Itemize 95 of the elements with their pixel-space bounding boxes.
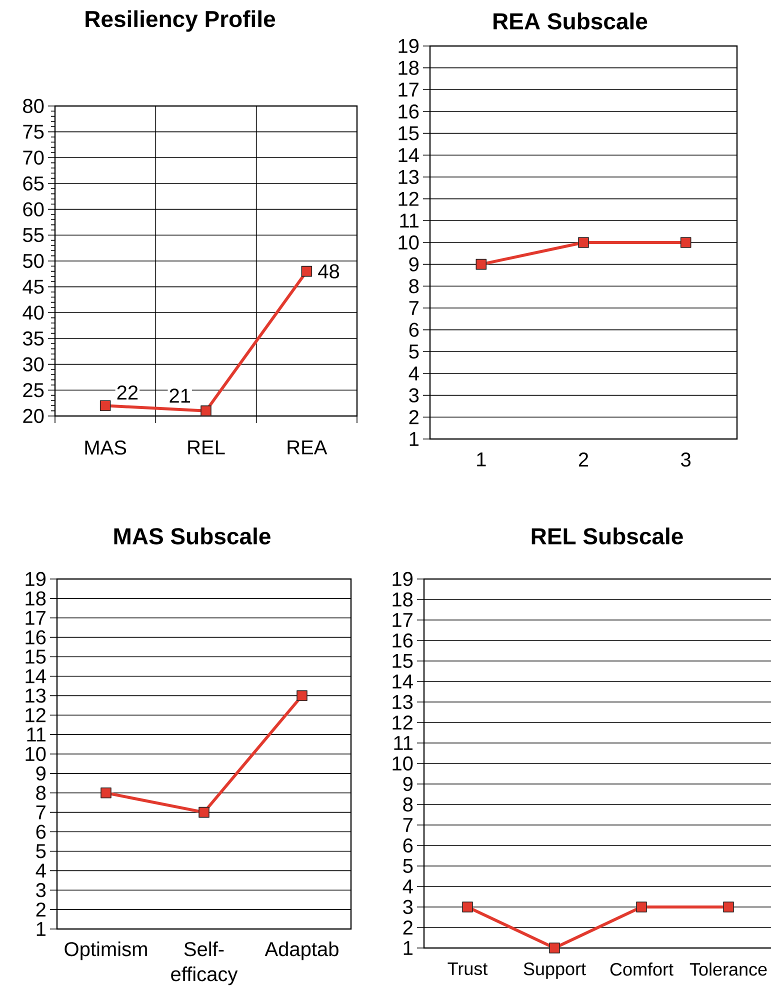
y-tick-label: 17 (398, 82, 418, 97)
y-tick-label: 3 (36, 883, 46, 898)
x-tick-label: 1 (477, 452, 486, 466)
x-tick-label: Self-efficacy (171, 942, 238, 986)
x-tick-label: 3 (681, 452, 691, 467)
y-tick-label: 10 (398, 235, 419, 250)
y-tick-label: 9 (403, 776, 413, 792)
y-tick-label: 4 (36, 864, 46, 878)
y-tick-label: 11 (400, 214, 418, 228)
x-tick-label: REL (188, 440, 225, 454)
y-tick-label: 3 (409, 388, 419, 402)
y-tick-label: 65 (23, 176, 44, 191)
x-tick-label: REA (288, 440, 328, 454)
y-tick-label: 13 (392, 694, 413, 710)
y-tick-label: 8 (409, 279, 419, 294)
y-tick-label: 35 (22, 331, 44, 346)
y-tick-label: 40 (22, 306, 44, 320)
y-tick-label: 1 (410, 432, 418, 446)
y-tick-label: 15 (26, 650, 46, 664)
y-tick-label: 5 (409, 344, 419, 359)
y-tick-label: 14 (398, 148, 419, 162)
y-tick-label: 4 (408, 366, 419, 380)
chart-title: MAS Subscale (114, 528, 270, 544)
chart-title: REA Subscale (494, 12, 648, 30)
y-tick-label: 30 (22, 357, 44, 372)
y-tick-label: 6 (36, 824, 46, 839)
y-tick-label: 4 (402, 880, 413, 894)
y-tick-label: 2 (36, 902, 46, 917)
x-tick-label: Support (524, 962, 586, 979)
y-tick-label: 7 (409, 301, 418, 315)
y-tick-label: 8 (403, 797, 413, 812)
x-tick-label: 2 (578, 452, 588, 466)
y-tick-label: 10 (392, 756, 413, 771)
point (200, 405, 212, 416)
chart-title: REL Subscale (532, 528, 683, 544)
point (296, 690, 308, 702)
y-tick-label: 80 (23, 98, 44, 114)
y-tick-label: 20 (23, 408, 44, 424)
y-tick-label: 2 (409, 410, 418, 424)
y-tick-label: 13 (398, 170, 419, 184)
y-tick-label: 16 (26, 630, 46, 644)
y-tick-label: 3 (403, 900, 413, 914)
y-tick-label: 6 (409, 322, 419, 337)
y-tick-label: 70 (23, 150, 44, 165)
chart-title: Resiliency Profile (86, 10, 276, 32)
y-tick-label: 7 (403, 818, 412, 832)
y-tick-label: 5 (403, 859, 413, 873)
y-tick-label: 11 (27, 728, 46, 742)
y-tick-label: 50 (23, 254, 44, 268)
y-tick-label: 19 (398, 38, 419, 54)
data-label: 21 (170, 388, 190, 403)
y-tick-label: 8 (36, 786, 46, 800)
x-tick-label: Optimism (64, 942, 147, 960)
y-tick-label: 6 (403, 838, 413, 853)
y-tick-label: 12 (392, 716, 412, 730)
x-tick-label: Tolerance (690, 962, 767, 976)
y-tick-label: 13 (26, 688, 46, 703)
y-tick-label: 12 (26, 708, 46, 722)
y-tick-label: 14 (392, 674, 413, 688)
y-tick-label: 55 (23, 228, 44, 242)
y-tick-label: 19 (26, 572, 46, 586)
y-tick-label: 18 (392, 592, 413, 607)
y-tick-label: 16 (398, 104, 419, 119)
x-tick-label: Comfort (610, 962, 674, 976)
y-tick-label: 1 (36, 922, 46, 936)
y-tick-label: 12 (398, 192, 418, 206)
y-tick-label: 10 (26, 746, 46, 762)
y-tick-label: 5 (36, 844, 46, 858)
y-tick-label: 18 (26, 591, 46, 606)
y-tick-label: 75 (23, 124, 44, 139)
y-tick-label: 18 (398, 60, 419, 75)
y-tick-label: 9 (36, 766, 46, 781)
y-tick-label: 17 (392, 613, 412, 627)
y-tick-label: 17 (26, 611, 46, 625)
x-tick-label: MAS (85, 440, 126, 455)
y-tick-label: 2 (403, 920, 412, 934)
data-label: 48 (318, 264, 340, 278)
point (100, 787, 112, 798)
y-tick-label: 14 (26, 669, 46, 684)
y-tick-label: 9 (409, 257, 419, 272)
y-tick-label: 19 (392, 572, 413, 586)
point (301, 266, 312, 277)
y-tick-label: 11 (394, 736, 412, 750)
y-tick-label: 25 (23, 383, 44, 398)
y-tick-label: 7 (36, 805, 46, 820)
y-tick-label: 45 (22, 280, 44, 294)
x-tick-label: Trust (448, 962, 488, 976)
data-label: 22 (117, 385, 138, 400)
point (100, 400, 111, 412)
y-tick-label: 60 (23, 202, 44, 216)
y-tick-label: 15 (392, 654, 413, 668)
y-tick-label: 15 (398, 126, 419, 140)
point (198, 806, 210, 818)
y-tick-label: 16 (392, 633, 413, 648)
x-tick-label: Adaptab (264, 942, 338, 960)
